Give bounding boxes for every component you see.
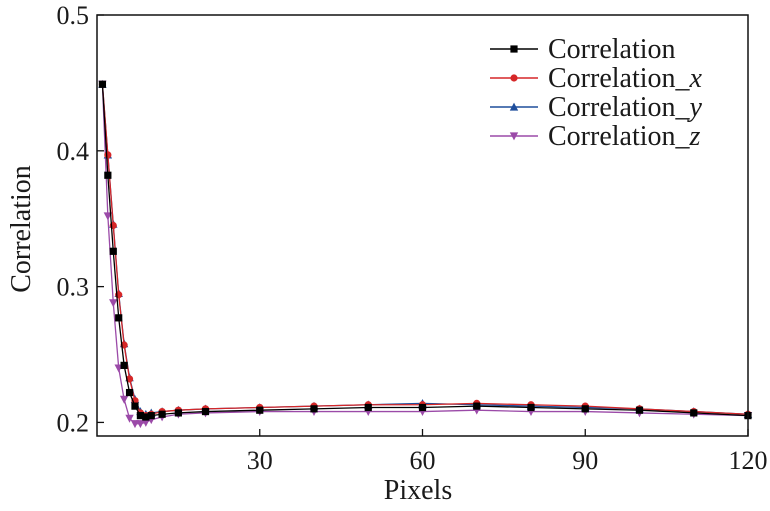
- data-point: [119, 395, 129, 404]
- data-point: [104, 171, 112, 179]
- legend-label: Correlation_x: [548, 63, 703, 94]
- data-point: [473, 402, 481, 410]
- data-point: [136, 420, 145, 429]
- data-point: [158, 410, 166, 418]
- data-point: [115, 314, 123, 322]
- data-point: [141, 418, 151, 427]
- legend-item: Correlation_y: [490, 92, 703, 123]
- data-point: [125, 388, 134, 397]
- y-axis-label: Correlation: [6, 165, 37, 293]
- legend-label-base: Correlation_: [548, 92, 691, 123]
- legend-marker: [510, 45, 518, 53]
- legend-item: Correlation_x: [490, 63, 703, 94]
- data-point: [635, 406, 644, 414]
- data-point: [125, 414, 134, 423]
- data-point: [131, 402, 139, 410]
- legend-label: Correlation_y: [548, 92, 703, 123]
- data-point: [109, 247, 117, 255]
- legend-label: Correlation_z: [548, 121, 701, 152]
- data-point: [174, 409, 182, 417]
- data-point: [98, 80, 107, 88]
- x-tick-label: 120: [729, 446, 768, 475]
- x-axis-label: Pixels: [384, 475, 452, 506]
- data-point: [364, 403, 372, 412]
- legend-marker: [509, 102, 519, 111]
- data-point: [120, 361, 128, 369]
- data-point: [581, 405, 589, 413]
- x-tick-label: 90: [572, 446, 598, 475]
- data-point: [136, 412, 144, 420]
- data-point: [418, 403, 427, 412]
- y-tick-label: 0.5: [57, 1, 90, 30]
- legend-item: Correlation_z: [490, 121, 701, 152]
- data-point: [256, 406, 264, 414]
- legend-marker: [509, 132, 519, 141]
- data-point: [690, 409, 698, 417]
- x-tick-label: 60: [410, 446, 436, 475]
- data-point: [103, 212, 113, 221]
- series-1: [98, 80, 752, 421]
- data-point: [310, 405, 318, 413]
- x-tick-label: 30: [247, 446, 273, 475]
- data-point: [130, 420, 140, 429]
- legend-label-base: Correlation_: [548, 63, 691, 94]
- y-tick-label: 0.3: [57, 273, 90, 302]
- data-point: [104, 151, 112, 159]
- legend-item: Correlation: [490, 34, 676, 65]
- legend-label-suffix: z: [689, 121, 701, 152]
- data-point: [142, 413, 150, 421]
- data-point: [147, 412, 155, 420]
- y-axis: 0.2 0.3 0.4 0.5: [57, 1, 104, 437]
- data-point: [201, 407, 210, 416]
- legend-label-suffix: y: [687, 92, 703, 123]
- plot-area: [98, 79, 753, 429]
- legend-label-base: Correlation_: [548, 121, 691, 152]
- y-tick-label: 0.2: [57, 408, 90, 437]
- x-axis: 30 60 90 120: [247, 429, 768, 475]
- legend-label-suffix: x: [689, 63, 703, 94]
- legend-marker: [510, 74, 518, 82]
- legend: CorrelationCorrelation_xCorrelation_yCor…: [490, 34, 703, 152]
- legend-label-base: Correlation: [548, 34, 676, 65]
- data-point: [109, 299, 118, 308]
- legend-label: Correlation: [548, 34, 676, 65]
- y-tick-label: 0.4: [57, 137, 90, 166]
- data-point: [527, 403, 535, 412]
